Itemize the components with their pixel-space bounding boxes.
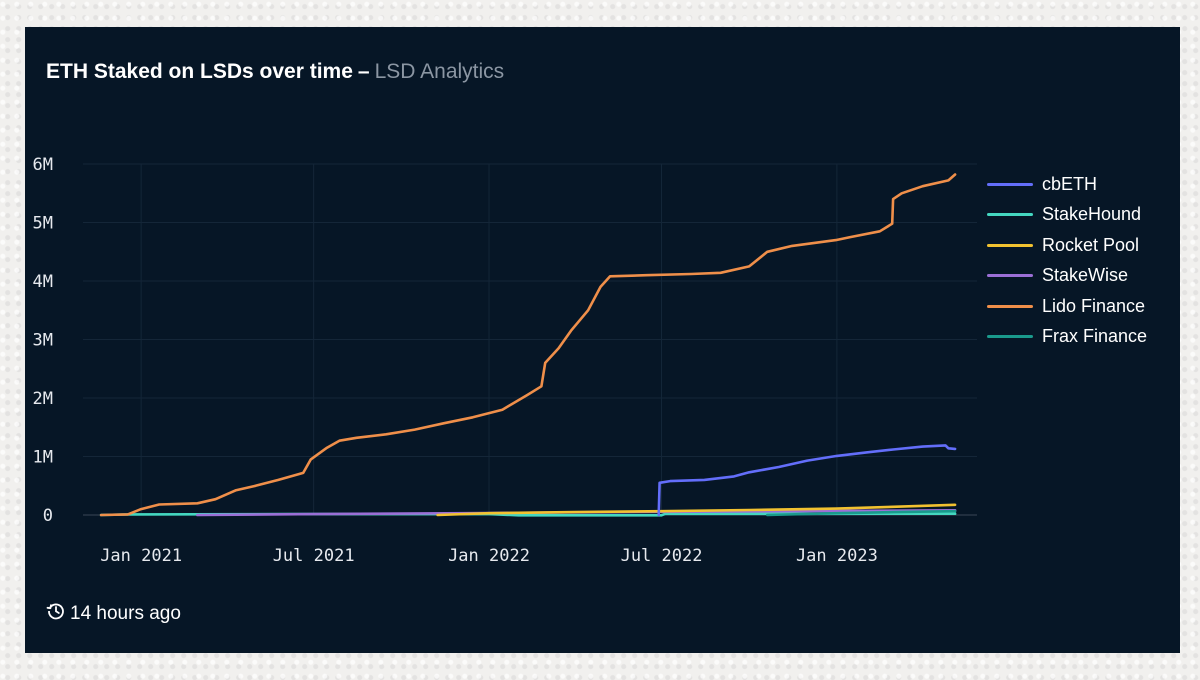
legend-label: Lido Finance <box>1042 295 1146 316</box>
legend-label: Frax Finance <box>1042 326 1148 347</box>
legend-swatch <box>987 304 1033 308</box>
legend-item-cbeth[interactable]: cbETH <box>987 169 1147 200</box>
title-separator: – <box>357 60 370 83</box>
legend-label: StakeWise <box>1042 265 1129 286</box>
y-tick-label: 4M <box>33 272 53 292</box>
x-tick-label: Jul 2021 <box>273 546 355 566</box>
legend-item-stakehound[interactable]: StakeHound <box>987 200 1147 231</box>
series-lines <box>99 173 957 517</box>
chart-legend[interactable]: cbETH StakeHound Rocket Pool StakeWise Lido … <box>987 169 1147 352</box>
series-line-cbeth[interactable] <box>657 444 957 517</box>
legend-item-frax-finance[interactable]: Frax Finance <box>987 322 1147 353</box>
x-tick-label: Jan 2021 <box>100 546 182 566</box>
chart-title-text: ETH Staked on LSDs over time <box>46 60 353 83</box>
x-axis-ticks: Jan 2021 Jul 2021 Jan 2022 Jul 2022 Jan 2023 <box>100 546 878 566</box>
legend-swatch <box>987 182 1033 186</box>
legend-item-stakewise[interactable]: StakeWise <box>987 261 1147 292</box>
y-tick-label: 5M <box>33 214 53 234</box>
grid-lines <box>83 163 977 516</box>
series-line-frax-finance[interactable] <box>766 509 957 517</box>
updated-time: 14 hours ago <box>70 603 181 624</box>
legend-label: StakeHound <box>1042 204 1142 225</box>
legend-swatch <box>987 274 1033 278</box>
y-tick-label: 0 <box>43 506 53 526</box>
x-tick-label: Jan 2022 <box>448 546 530 566</box>
last-updated: 14 hours ago <box>46 601 181 627</box>
y-tick-label: 3M <box>33 331 53 351</box>
x-tick-label: Jul 2022 <box>621 546 703 566</box>
y-tick-label: 1M <box>33 448 53 468</box>
series-line-rocket-pool[interactable] <box>436 503 957 517</box>
series-line-lido-finance[interactable] <box>99 173 957 517</box>
legend-item-lido-finance[interactable]: Lido Finance <box>987 291 1147 322</box>
y-tick-label: 2M <box>33 389 53 409</box>
y-axis-ticks: 0 1M 2M 3M 4M 5M 6M <box>33 155 53 526</box>
series-line-stakehound[interactable] <box>99 512 957 517</box>
chart-title: ETH Staked on LSDs over time – LSD Analyti… <box>46 60 504 84</box>
chart-subtitle: LSD Analytics <box>374 60 505 83</box>
legend-label: Rocket Pool <box>1042 234 1140 255</box>
history-clock-icon <box>46 601 66 627</box>
legend-swatch <box>987 335 1033 339</box>
x-tick-label: Jan 2023 <box>796 546 878 566</box>
legend-item-rocket-pool[interactable]: Rocket Pool <box>987 230 1147 261</box>
legend-swatch <box>987 213 1033 217</box>
chart-card: ETH Staked on LSDs over time – LSD Analyti… <box>25 27 1180 653</box>
y-tick-label: 6M <box>33 155 53 175</box>
legend-swatch <box>987 243 1033 247</box>
legend-label: cbETH <box>1042 173 1098 194</box>
line-chart: 0 1M 2M 3M 4M 5M 6M Jan 2021 Jul 2021 Jan 2022 Ju… <box>33 155 977 566</box>
